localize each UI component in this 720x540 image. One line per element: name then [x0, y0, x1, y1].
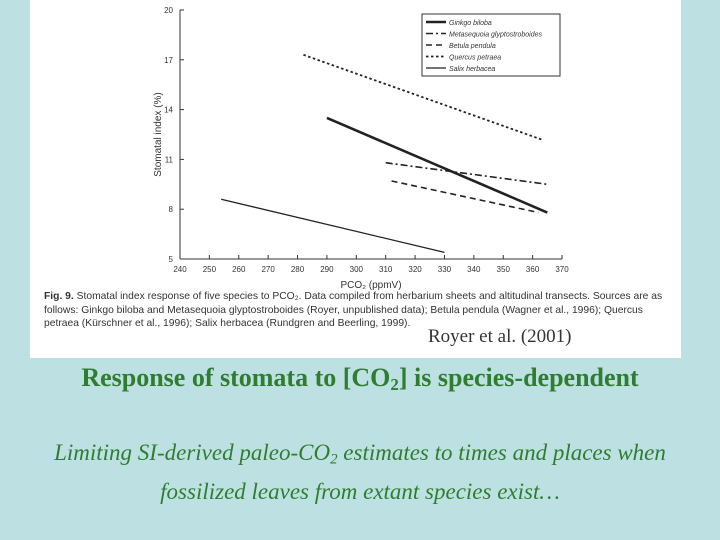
x-tick-label: 310: [379, 265, 393, 274]
figure-image: 240 250 260 270 280 290 300 310 320 330 340 350 360 3…: [30, 0, 681, 358]
y-tick-label: 5: [169, 255, 174, 264]
legend-box: [421, 13, 561, 77]
x-tick-label: 360: [526, 265, 540, 274]
y-tick-label: 20: [164, 6, 173, 15]
legend-label: Ginkgo biloba: [449, 20, 492, 27]
x-tick-label: 300: [350, 265, 364, 274]
x-tick-label: 350: [497, 265, 511, 274]
x-tick-label: 290: [320, 265, 334, 274]
series-line: [326, 116, 548, 214]
figure-caption: Fig. 9. Stomatal index response of five …: [44, 290, 676, 331]
y-tick-label: 8: [169, 205, 174, 214]
y-tick-label: 11: [165, 155, 174, 164]
x-tick-label: 260: [232, 265, 246, 274]
series-line: [385, 161, 548, 186]
y-axis-label: Stomatal index (%): [153, 92, 164, 176]
caption-text: Stomatal index response of five species …: [44, 291, 663, 329]
series-line: [303, 53, 542, 141]
x-tick-label: 370: [555, 265, 569, 274]
series-line: [391, 180, 539, 214]
y-tick-label: 14: [164, 106, 173, 115]
x-axis-label: PCO₂ (ppmV): [340, 280, 401, 291]
legend-label: Betula pendula: [449, 43, 496, 50]
subtitle-part2: estimates to times and places when fossi…: [160, 440, 666, 504]
y-tick-label: 17: [164, 56, 173, 65]
legend-label: Metasequoia glyptostroboides: [449, 32, 543, 39]
legend-label: Quercus petraea: [449, 55, 501, 62]
title-part1: Response of stomata to [CO: [81, 363, 391, 392]
x-tick-label: 330: [438, 265, 452, 274]
x-tick-label: 250: [203, 265, 217, 274]
legend-label: Salix herbacea: [449, 66, 495, 73]
slide-subtitle: Limiting SI-derived paleo-CO2 estimates …: [18, 437, 702, 507]
subtitle-subscript: 2: [330, 451, 338, 468]
slide-title: Response of stomata to [CO2] is species-…: [0, 361, 720, 402]
x-tick-label: 320: [408, 265, 422, 274]
stomatal-index-chart: 240 250 260 270 280 290 300 310 320 330 340 350 360 3…: [153, 6, 569, 291]
title-part2: ] is species-dependent: [398, 363, 639, 392]
series-line: [220, 198, 445, 253]
caption-label: Fig. 9.: [44, 291, 74, 302]
x-tick-label: 270: [261, 265, 275, 274]
x-tick-label: 340: [467, 265, 481, 274]
title-subscript: 2: [390, 375, 399, 395]
x-tick-label: 240: [173, 265, 187, 274]
figure-credit: Royer et al. (2001): [428, 326, 572, 347]
x-tick-label: 280: [291, 265, 305, 274]
subtitle-part1: Limiting SI-derived paleo-CO: [54, 440, 331, 465]
